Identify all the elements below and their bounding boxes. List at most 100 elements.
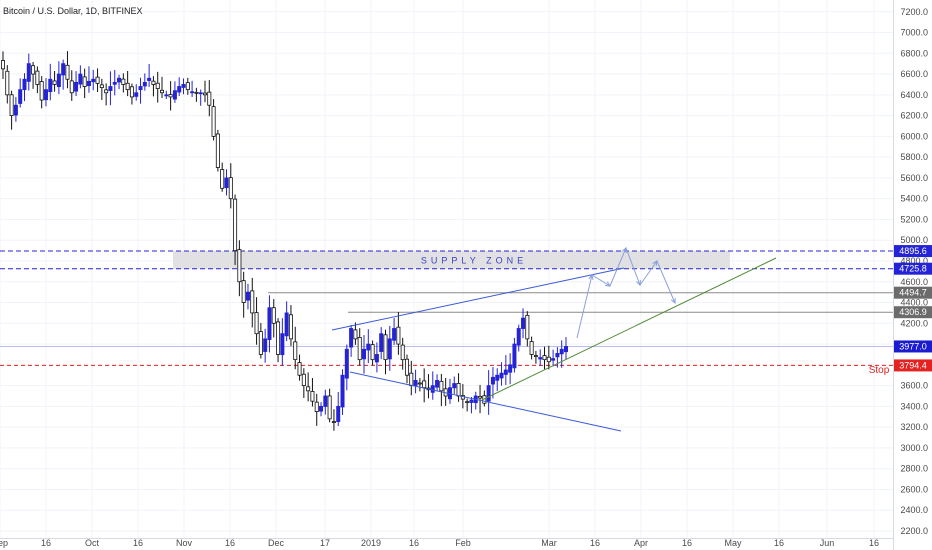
candle-body: [306, 386, 311, 392]
candle-body: [18, 89, 23, 104]
candle-body: [74, 81, 79, 92]
candle-body: [546, 356, 551, 363]
candle-body: [297, 362, 302, 376]
price-level-tag: [894, 306, 932, 319]
y-tick-label: 4200.0: [900, 318, 928, 328]
candle-body: [310, 391, 315, 402]
chart-drawings: [331, 246, 777, 432]
price-level-tag-label: 3794.4: [899, 360, 927, 370]
x-tick-label: 16: [869, 538, 879, 548]
candle-body: [172, 90, 177, 100]
x-tick-label: 16: [41, 538, 51, 548]
candle-body: [250, 290, 255, 314]
candle-body: [379, 333, 384, 352]
price-level-tag-label: 4725.8: [899, 264, 927, 274]
candle-body: [5, 70, 10, 96]
candle-body: [207, 91, 212, 106]
candle-body: [168, 94, 173, 98]
candle-body: [336, 405, 341, 423]
candle-body: [147, 77, 152, 81]
supply-zone: SUPPLY ZONE: [173, 251, 730, 269]
candle-body: [404, 358, 409, 376]
candle-body: [327, 395, 332, 420]
candle-body: [542, 355, 547, 361]
projection-arrowhead: [652, 260, 658, 267]
candle-body: [370, 344, 375, 361]
x-tick-label: 16: [133, 538, 143, 548]
candle-body: [233, 198, 238, 252]
candle-body: [331, 421, 336, 423]
candle-body: [439, 380, 444, 392]
x-tick-label: 16: [409, 538, 419, 548]
candle-body: [202, 92, 207, 96]
candle-body: [521, 317, 526, 329]
y-tick-label: 7000.0: [900, 28, 928, 38]
candle-body: [387, 338, 392, 360]
candle-body: [95, 76, 100, 84]
candle-body: [499, 372, 504, 379]
candle-body: [228, 177, 233, 200]
candle-body: [362, 348, 367, 360]
candle-body: [215, 133, 220, 168]
candle-body: [26, 63, 31, 82]
time-axis[interactable]: Sep 16 Oct 16 Nov 16 Dec 17 2019 16 Feb Mar 16 Apr 16 M…: [0, 538, 893, 548]
candle-body: [538, 357, 543, 360]
y-tick-label: 2800.0: [900, 464, 928, 474]
candle-body: [413, 380, 418, 386]
candle-body: [65, 64, 70, 80]
candle-body: [516, 328, 521, 346]
supply-zone-box: [173, 251, 730, 269]
candle-body: [164, 94, 169, 97]
x-tick-label: 16: [225, 538, 235, 548]
x-tick-label: 2019: [361, 538, 381, 548]
candle-body: [456, 382, 461, 397]
projection-arrowhead: [604, 281, 611, 287]
candle-body: [366, 343, 371, 351]
candle-body: [108, 86, 113, 91]
candle-body: [104, 89, 109, 94]
candle-body: [86, 80, 91, 87]
y-tick-label: 7200.0: [900, 7, 928, 17]
candle-body: [245, 291, 250, 301]
projection-arrowhead: [621, 246, 627, 254]
candle-body: [190, 91, 195, 94]
y-tick-label: 5200.0: [900, 214, 928, 224]
candle-body: [0, 60, 6, 70]
y-tick-label: 6200.0: [900, 111, 928, 121]
candle-body: [194, 91, 199, 94]
candle-body: [267, 307, 272, 340]
candle-body: [525, 314, 530, 340]
candle-body: [211, 106, 216, 137]
candle-body: [503, 369, 508, 375]
x-tick-label: Oct: [85, 538, 100, 548]
projection-arrowhead: [670, 297, 676, 305]
price-axis[interactable]: 2200.0 2400.0 2600.0 2800.0 3000.0 3200.0 3400…: [893, 0, 929, 550]
candle-body: [142, 81, 147, 87]
y-tick-label: 2200.0: [900, 526, 928, 536]
x-tick-label: Jun: [820, 538, 835, 548]
y-tick-label: 2600.0: [900, 484, 928, 494]
projection-arrowhead: [588, 273, 594, 280]
price-level-tag-label: 4306.9: [899, 307, 927, 317]
y-tick-label: 5000.0: [900, 235, 928, 245]
candle-body: [400, 344, 405, 361]
candle-body: [559, 348, 564, 355]
price-level-tag-label: 4494.7: [899, 288, 927, 298]
candle-body: [551, 358, 556, 361]
x-tick-label: Dec: [268, 538, 285, 548]
lower-trend-line: [349, 371, 622, 432]
candle-body: [435, 380, 440, 388]
candle-body: [422, 380, 427, 389]
candle-body: [91, 78, 96, 83]
y-tick-label: 3000.0: [900, 443, 928, 453]
candle-body: [160, 89, 165, 94]
candle-body: [56, 73, 61, 88]
candle-body: [78, 73, 83, 85]
candle-body: [301, 373, 306, 387]
candle-body: [69, 80, 74, 94]
candle-body: [9, 94, 14, 117]
candle-body: [82, 76, 87, 87]
candle-body: [52, 80, 57, 85]
candle-body: [490, 376, 495, 385]
